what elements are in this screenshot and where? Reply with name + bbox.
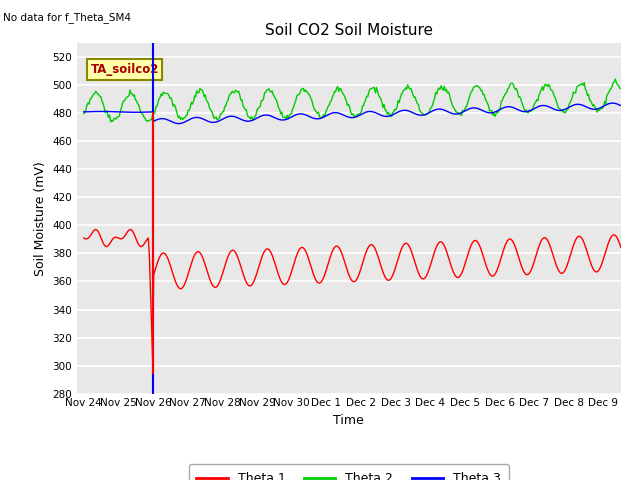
Y-axis label: Soil Moisture (mV): Soil Moisture (mV) — [34, 161, 47, 276]
Title: Soil CO2 Soil Moisture: Soil CO2 Soil Moisture — [265, 23, 433, 38]
Text: TA_soilco2: TA_soilco2 — [90, 63, 159, 76]
X-axis label: Time: Time — [333, 414, 364, 427]
Legend: Theta 1, Theta 2, Theta 3: Theta 1, Theta 2, Theta 3 — [189, 465, 509, 480]
Text: No data for f_Theta_SM4: No data for f_Theta_SM4 — [3, 12, 131, 23]
